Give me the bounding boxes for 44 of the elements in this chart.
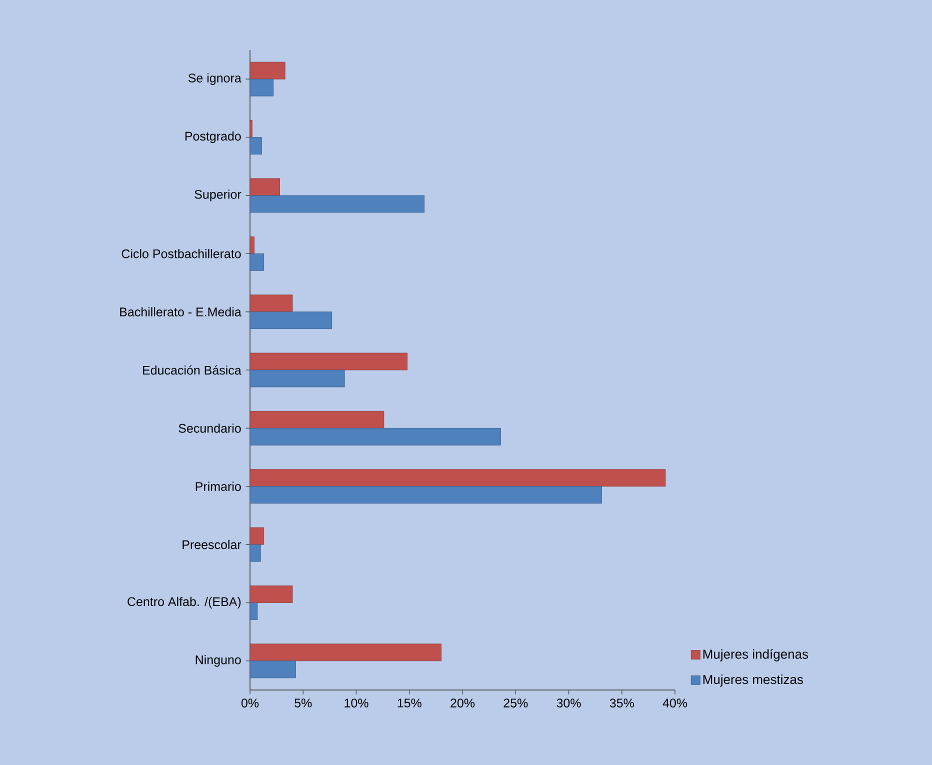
y-tick-label: Ciclo Postbachillerato — [122, 249, 241, 258]
y-tick-label: Educación Básica — [143, 365, 242, 375]
x-tick-label: 10% — [344, 698, 368, 708]
x-tick-label: 40% — [662, 698, 688, 708]
bar — [250, 428, 501, 446]
y-tick-label: Ninguno — [196, 655, 241, 667]
bar — [250, 78, 274, 96]
legend-label: Mujeres mestizas — [703, 674, 803, 687]
bar — [250, 294, 293, 312]
bar — [250, 195, 424, 213]
bar — [250, 120, 252, 138]
bar — [250, 236, 254, 254]
y-tick-label: Preescolar — [182, 540, 242, 550]
bar — [250, 602, 258, 620]
bar — [250, 312, 332, 330]
y-tick-label: Postgrado — [185, 131, 241, 144]
bar — [250, 527, 264, 545]
y-tick-label: Bachillerato - E.Media — [120, 307, 242, 316]
y-tick-label: Superior — [194, 190, 242, 202]
bar — [250, 137, 262, 154]
x-tick-label: 20% — [450, 698, 475, 708]
x-tick-label: 25% — [504, 698, 528, 708]
y-tick-label: Centro Alfab. /(EBA) — [128, 596, 241, 609]
x-tick-label: 0% — [241, 698, 259, 708]
bar — [250, 410, 384, 428]
bar — [250, 62, 286, 80]
x-tick-label: 30% — [556, 698, 581, 708]
x-tick-label: 35% — [610, 698, 634, 708]
bar — [250, 253, 264, 271]
bar — [250, 660, 296, 678]
bar — [250, 370, 345, 388]
y-tick-label: Se ignora — [188, 73, 242, 85]
bar — [250, 469, 666, 487]
y-tick-label: Primario — [196, 482, 241, 491]
bar — [250, 586, 293, 603]
bar — [250, 352, 408, 370]
bar — [250, 644, 442, 662]
bar — [250, 544, 261, 562]
bar — [250, 178, 280, 196]
x-tick-label: 15% — [398, 698, 422, 708]
y-tick-label: Secundario — [178, 424, 241, 433]
legend-label: Mujeres indígenas — [703, 649, 808, 662]
bar — [250, 486, 602, 504]
x-tick-label: 5% — [294, 698, 312, 708]
